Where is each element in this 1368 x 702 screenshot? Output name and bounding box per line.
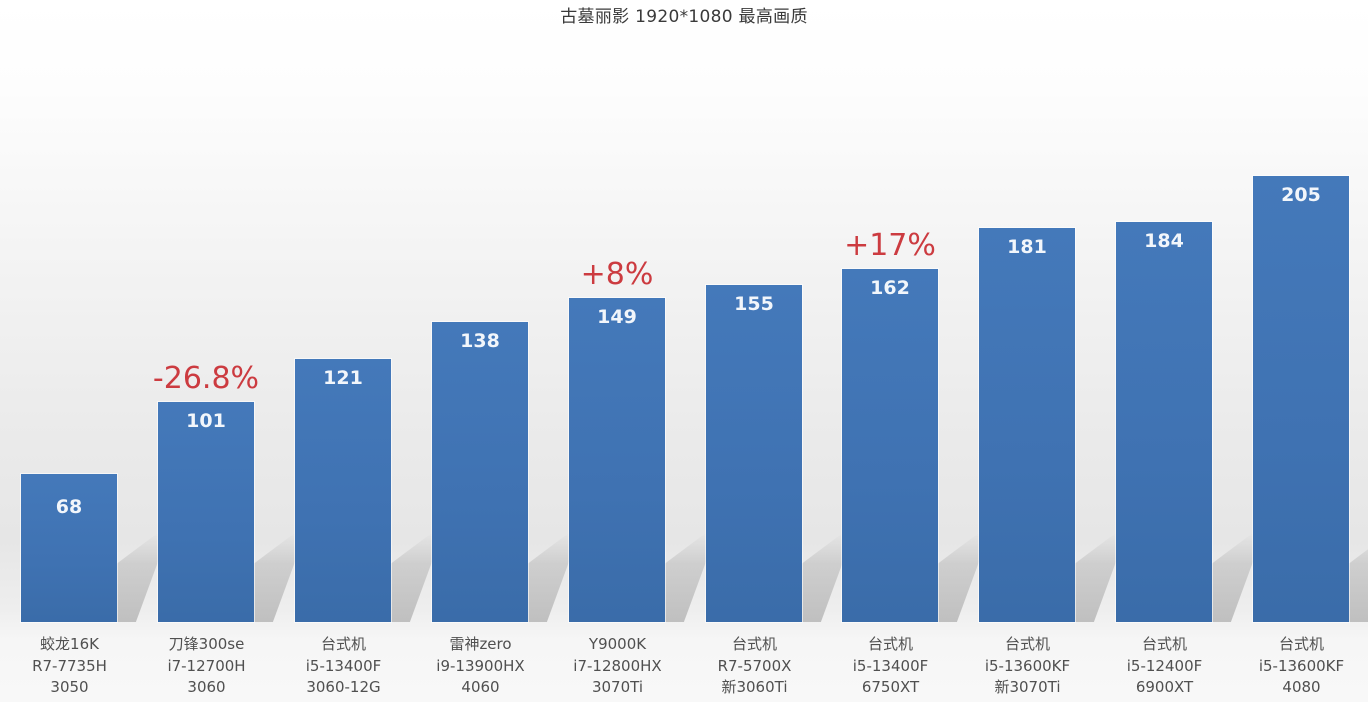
bar: 138 [432, 322, 528, 622]
chart-title: 古墓丽影 1920*1080 最高画质 [560, 7, 808, 27]
percent-change-annotation: +8% [580, 257, 654, 292]
x-axis-label-line: 雷神zero [449, 635, 512, 653]
bar-shadow [391, 532, 433, 622]
bar: 184 [1116, 222, 1212, 622]
x-axis-label-line: 4080 [1282, 678, 1321, 696]
x-axis-label-line: 蛟龙16K [40, 635, 99, 653]
bar-shadow [665, 532, 707, 622]
x-axis-label: 蛟龙16K R7-7735H 3050 [1, 634, 138, 699]
x-axis-label-line: R7-7735H [32, 656, 107, 675]
x-axis-label-line: 台式机 [731, 635, 777, 653]
percent-change-annotation: +17% [844, 228, 936, 263]
x-axis-label-line: 3050 [50, 678, 89, 696]
x-axis-label-line: 台式机 [1004, 635, 1050, 653]
bar-shadow [528, 532, 570, 622]
x-axis-label: 台式机 i5-13400F 6750XT [822, 634, 959, 699]
x-axis-label-line: i5-13600KF [1258, 656, 1345, 675]
bar: 121 [295, 359, 391, 622]
bar: 101 [158, 402, 254, 622]
x-axis-label-line: i7-12800HX [573, 656, 662, 675]
x-axis-label-line: 3060 [187, 678, 226, 696]
x-axis-label: 台式机 i5-13600KF 4080 [1233, 634, 1368, 699]
bar-shadow [802, 532, 844, 622]
x-axis-label-line: 3060-12G [306, 678, 381, 696]
x-axis-label-line: 6750XT [861, 678, 920, 696]
bar-value-label: 155 [734, 293, 774, 315]
x-axis-label-line: 台式机 [1141, 635, 1187, 653]
bar-value-label: 149 [597, 306, 637, 328]
x-axis-label-line: R7-5700X [717, 656, 792, 675]
bar-value-label: 181 [1007, 236, 1047, 258]
bar: 68 [21, 474, 117, 622]
bar-shadow [1212, 532, 1254, 622]
bar: 181 [979, 228, 1075, 622]
x-axis-label-line: 3070Ti [591, 678, 644, 696]
x-axis-label: 刀锋300se i7-12700H 3060 [138, 634, 275, 699]
x-axis-label-line: i5-13600KF [984, 656, 1071, 675]
bar-shadow [117, 532, 159, 622]
x-axis-label: 雷神zero i9-13900HX 4060 [412, 634, 549, 699]
x-axis-label-line: i5-13400F [852, 656, 929, 675]
x-axis-label: 台式机 i5-12400F 6900XT [1096, 634, 1233, 699]
x-axis-label-line: 台式机 [320, 635, 366, 653]
bar-value-label: 162 [870, 277, 910, 299]
bar-shadow [1349, 532, 1368, 622]
percent-change-annotation: -26.8% [152, 361, 260, 396]
bar-value-label: 184 [1144, 230, 1184, 252]
x-axis-label-line: i5-13400F [305, 656, 382, 675]
x-axis-label-line: i7-12700H [167, 656, 246, 675]
x-axis-label-line: 台式机 [1278, 635, 1324, 653]
x-axis-label-line: i9-13900HX [436, 656, 525, 675]
bar: 162 [842, 269, 938, 622]
bar-value-label: 68 [55, 496, 83, 518]
bar-shadow [1075, 532, 1117, 622]
bar-shadow [938, 532, 980, 622]
x-axis-label-line: Y9000K [588, 635, 647, 653]
x-axis-label-line: 台式机 [867, 635, 913, 653]
bar: 205 [1253, 176, 1349, 622]
bar-value-label: 121 [323, 367, 363, 389]
bar: 149 [569, 298, 665, 622]
x-axis-label: 台式机 i5-13600KF 新3070Ti [959, 634, 1096, 699]
x-axis-label-line: 4060 [461, 678, 500, 696]
x-axis-label-line: 新3060Ti [721, 678, 788, 696]
x-axis-label-line: 6900XT [1135, 678, 1194, 696]
bar: 155 [706, 285, 802, 622]
bar-shadow [254, 532, 296, 622]
x-axis-label: Y9000K i7-12800HX 3070Ti [549, 634, 686, 699]
bar-value-label: 101 [186, 410, 226, 432]
x-axis-label-line: 新3070Ti [994, 678, 1061, 696]
x-axis-label-line: i5-12400F [1126, 656, 1203, 675]
bar-value-label: 205 [1281, 184, 1321, 206]
x-axis-label-line: 刀锋300se [168, 635, 245, 653]
bar-value-label: 138 [460, 330, 500, 352]
x-axis-label: 台式机 R7-5700X 新3060Ti [686, 634, 823, 699]
x-axis-label: 台式机 i5-13400F 3060-12G [275, 634, 412, 699]
